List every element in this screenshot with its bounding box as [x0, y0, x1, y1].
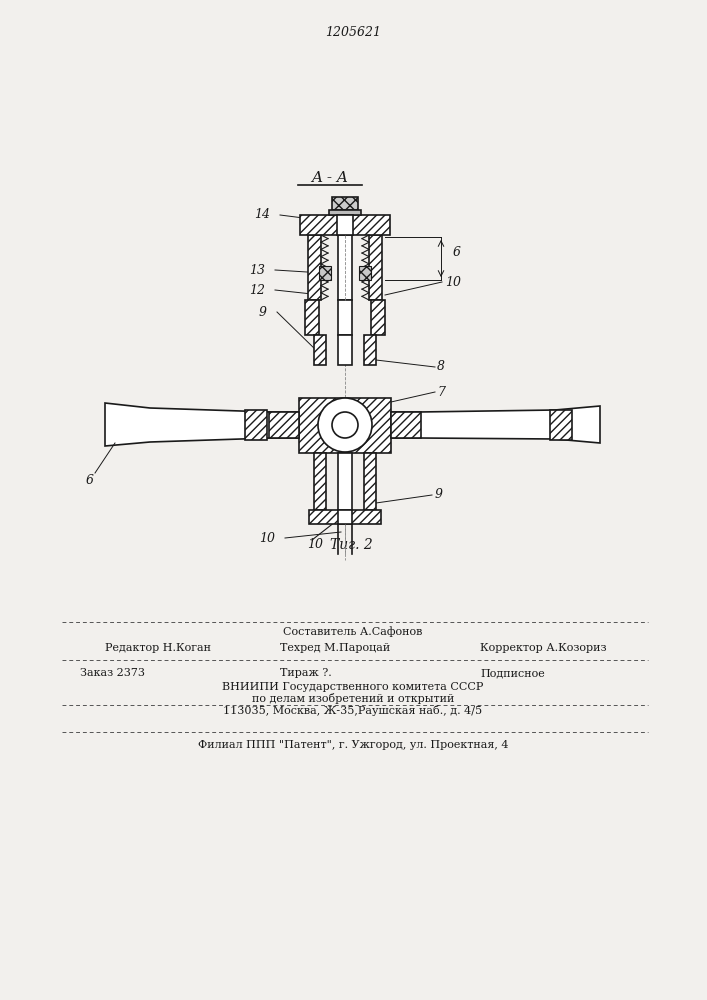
Bar — [305, 300, 319, 335]
Text: Τиг. 2: Τиг. 2 — [330, 538, 373, 552]
Bar — [319, 266, 331, 280]
Text: 10: 10 — [307, 538, 323, 552]
Text: Составитель А.Сафонов: Составитель А.Сафонов — [284, 627, 423, 637]
Bar — [338, 300, 352, 335]
Polygon shape — [391, 406, 600, 443]
Text: 9: 9 — [435, 488, 443, 502]
Bar — [369, 235, 382, 300]
Text: Филиал ППП "Патент", г. Ужгород, ул. Проектная, 4: Филиал ППП "Патент", г. Ужгород, ул. Про… — [198, 740, 508, 750]
Text: 8: 8 — [437, 360, 445, 373]
Text: Корректор А.Козориз: Корректор А.Козориз — [480, 643, 607, 653]
Text: 10: 10 — [445, 275, 461, 288]
Text: 6: 6 — [86, 474, 94, 487]
Bar — [391, 412, 421, 438]
Text: 6: 6 — [453, 245, 461, 258]
Text: ВНИИПИ Государственного комитета СССР: ВНИИПИ Государственного комитета СССР — [222, 682, 484, 692]
Text: Заказ 2373: Заказ 2373 — [80, 668, 145, 678]
Text: 113035, Москва, Ж-35,Раушская наб., д. 4/5: 113035, Москва, Ж-35,Раушская наб., д. 4… — [223, 706, 483, 716]
Polygon shape — [105, 403, 299, 446]
Bar — [300, 215, 390, 235]
Bar — [359, 266, 371, 280]
Text: 1205621: 1205621 — [325, 25, 381, 38]
Bar — [332, 197, 358, 210]
Text: Техред М.Пароцай: Техред М.Пароцай — [280, 643, 390, 653]
Bar — [338, 452, 352, 510]
Text: Редактор Н.Коган: Редактор Н.Коган — [105, 643, 211, 653]
Text: 12: 12 — [249, 284, 265, 296]
Bar — [309, 510, 381, 524]
Bar — [314, 452, 326, 510]
Text: 9: 9 — [259, 306, 267, 318]
Bar — [299, 397, 391, 452]
Bar — [338, 235, 352, 300]
Bar — [364, 452, 376, 510]
Text: 13: 13 — [249, 263, 265, 276]
Text: Подписное: Подписное — [480, 668, 545, 678]
Bar — [338, 335, 352, 365]
Circle shape — [318, 398, 372, 452]
Bar — [371, 300, 385, 335]
Text: Тираж ?.: Тираж ?. — [280, 668, 332, 678]
Text: A - A: A - A — [312, 171, 349, 185]
Bar — [245, 410, 267, 440]
Bar — [550, 410, 572, 440]
Bar — [308, 235, 321, 300]
Bar — [337, 215, 353, 235]
Circle shape — [332, 412, 358, 438]
Text: 10: 10 — [259, 532, 275, 544]
Text: 14: 14 — [254, 209, 270, 222]
Bar — [329, 210, 361, 215]
Bar — [364, 335, 376, 365]
Text: по делам изобретений и открытий: по делам изобретений и открытий — [252, 694, 454, 704]
Bar — [314, 335, 326, 365]
Bar — [269, 412, 299, 438]
Text: 7: 7 — [437, 385, 445, 398]
Bar — [338, 510, 352, 524]
